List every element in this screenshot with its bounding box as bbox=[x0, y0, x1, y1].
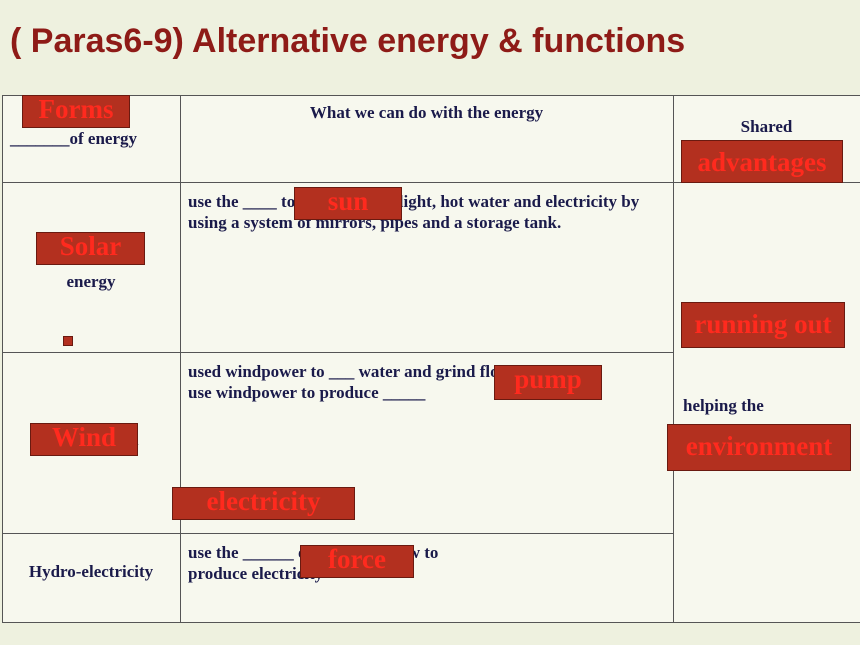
answer-box: force bbox=[300, 545, 414, 578]
answer-box: advantages bbox=[681, 140, 843, 183]
rule bbox=[673, 95, 674, 622]
answer-box: Solar bbox=[36, 232, 145, 265]
rule bbox=[180, 95, 181, 622]
answer-box: sun bbox=[294, 187, 402, 220]
answer-box: electricity bbox=[172, 487, 355, 520]
slide-title: ( Paras6-9) Alternative energy & functio… bbox=[10, 22, 686, 60]
rule bbox=[2, 95, 860, 96]
answer-box: running out bbox=[681, 302, 845, 348]
answer-box: Forms bbox=[22, 95, 130, 128]
row-label: Hydro-electricity bbox=[28, 562, 154, 581]
shared-text: helping the bbox=[683, 396, 764, 415]
answer-box: pump bbox=[494, 365, 602, 400]
rule bbox=[2, 622, 860, 623]
rule bbox=[2, 533, 674, 534]
row-text: use the ____ to provide heat, light, hot… bbox=[188, 192, 640, 232]
rule bbox=[2, 182, 674, 183]
rule bbox=[2, 95, 3, 622]
rule bbox=[2, 352, 674, 353]
answer-box: environment bbox=[667, 424, 851, 471]
answer-box: Wind bbox=[30, 423, 138, 456]
header-cell: Shared bbox=[740, 117, 793, 136]
marker bbox=[63, 336, 73, 346]
row-label: energy bbox=[66, 272, 116, 291]
header-cell: _______of energy bbox=[10, 129, 138, 148]
header-cell: What we can do with the energy bbox=[309, 103, 544, 122]
